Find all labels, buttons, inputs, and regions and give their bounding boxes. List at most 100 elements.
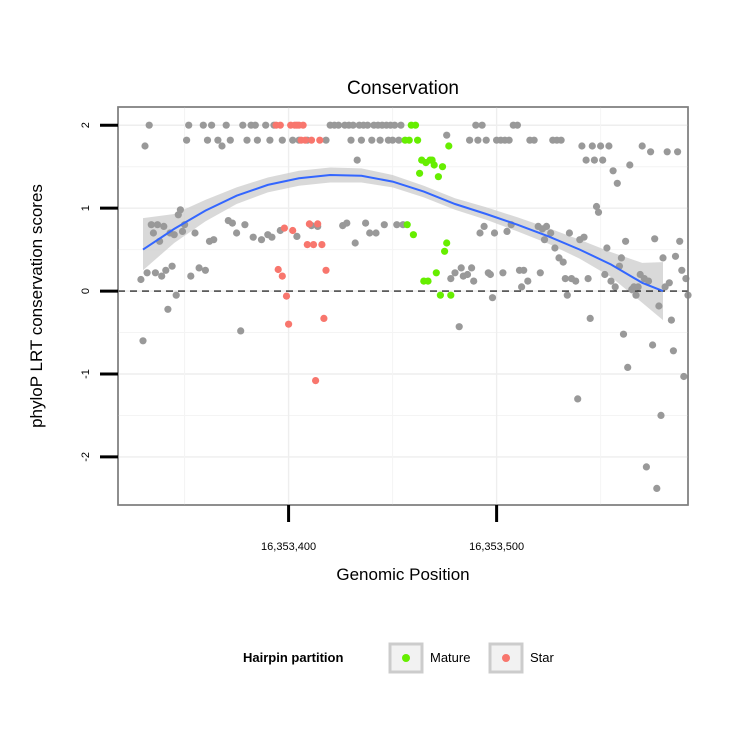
point-other bbox=[226, 136, 234, 144]
point-other bbox=[241, 221, 249, 229]
point-other bbox=[580, 233, 588, 241]
point-other bbox=[239, 121, 247, 129]
point-other bbox=[447, 275, 455, 283]
point-other bbox=[147, 221, 155, 229]
point-other bbox=[653, 484, 661, 492]
point-other bbox=[228, 219, 236, 227]
point-other bbox=[611, 283, 619, 291]
point-other bbox=[599, 156, 607, 164]
point-other bbox=[380, 221, 388, 229]
point-other bbox=[520, 266, 528, 274]
point-other bbox=[667, 316, 676, 324]
point-other bbox=[278, 136, 286, 144]
point-other bbox=[153, 221, 162, 229]
y-tick-label: -1 bbox=[80, 369, 92, 379]
point-other bbox=[680, 372, 688, 381]
point-other bbox=[647, 148, 655, 156]
x-tick-label: 16,353,500 bbox=[469, 541, 524, 553]
point-other bbox=[353, 156, 361, 164]
point-other bbox=[191, 229, 199, 237]
point-star bbox=[312, 377, 320, 385]
point-other bbox=[586, 314, 594, 322]
legend-label-mature: Mature bbox=[430, 650, 470, 665]
point-mature bbox=[430, 161, 438, 169]
point-other bbox=[499, 269, 507, 277]
point-other bbox=[257, 236, 266, 244]
point-other bbox=[334, 121, 343, 129]
point-other bbox=[530, 136, 538, 144]
point-other bbox=[609, 167, 617, 175]
point-other bbox=[172, 291, 180, 299]
point-other bbox=[551, 244, 559, 252]
point-other bbox=[642, 463, 651, 471]
point-star bbox=[307, 136, 316, 144]
point-mature bbox=[409, 231, 417, 239]
legend-dot-mature bbox=[402, 654, 410, 662]
point-other bbox=[187, 272, 195, 280]
point-other bbox=[617, 254, 626, 262]
point-other bbox=[524, 277, 532, 285]
y-tick-label: -2 bbox=[80, 452, 92, 462]
point-star bbox=[320, 314, 328, 322]
point-other bbox=[183, 136, 191, 144]
point-other bbox=[372, 229, 380, 237]
point-other bbox=[665, 279, 673, 287]
point-other bbox=[655, 302, 663, 310]
point-star bbox=[282, 292, 291, 300]
x-axis-title: Genomic Position bbox=[336, 565, 469, 584]
point-mature bbox=[411, 121, 420, 129]
y-tick-label: 0 bbox=[80, 288, 92, 294]
point-mature bbox=[443, 239, 451, 247]
point-other bbox=[262, 121, 270, 129]
point-other bbox=[170, 231, 178, 239]
point-other bbox=[565, 229, 574, 237]
point-other bbox=[349, 121, 357, 129]
point-other bbox=[518, 283, 526, 291]
point-other bbox=[582, 156, 590, 164]
point-other bbox=[137, 275, 145, 284]
point-mature bbox=[445, 142, 453, 150]
point-other bbox=[393, 221, 401, 229]
point-mature bbox=[447, 291, 455, 299]
point-other bbox=[547, 229, 555, 237]
point-mature bbox=[434, 173, 442, 181]
point-other bbox=[542, 222, 551, 230]
point-other bbox=[397, 121, 405, 129]
y-tick-label: 2 bbox=[80, 122, 92, 128]
point-other bbox=[474, 136, 482, 144]
legend: Hairpin partition Mature Star bbox=[243, 642, 555, 674]
point-star bbox=[280, 224, 288, 232]
point-other bbox=[597, 142, 605, 150]
point-other bbox=[210, 236, 218, 244]
y-axis-title: phyloP LRT conservation scores bbox=[27, 184, 46, 428]
point-other bbox=[251, 121, 259, 129]
legend-dot-star bbox=[502, 654, 510, 662]
point-other bbox=[162, 266, 170, 274]
point-star bbox=[276, 121, 284, 129]
legend-title: Hairpin partition bbox=[243, 650, 343, 665]
point-mature bbox=[403, 221, 411, 229]
point-other bbox=[622, 237, 630, 245]
point-other bbox=[601, 270, 609, 279]
point-mature bbox=[414, 136, 422, 144]
point-other bbox=[351, 239, 359, 247]
point-other bbox=[395, 136, 403, 144]
point-other bbox=[222, 121, 230, 129]
point-other bbox=[143, 269, 151, 277]
point-mature bbox=[424, 277, 432, 285]
point-star bbox=[322, 266, 330, 274]
point-other bbox=[482, 136, 490, 144]
point-other bbox=[289, 136, 297, 144]
point-other bbox=[266, 136, 274, 144]
point-other bbox=[590, 156, 599, 164]
point-other bbox=[141, 142, 149, 150]
point-other bbox=[139, 337, 147, 345]
point-other bbox=[466, 136, 474, 144]
point-other bbox=[158, 272, 166, 280]
point-other bbox=[463, 270, 472, 279]
point-other bbox=[557, 136, 565, 144]
point-other bbox=[470, 277, 478, 285]
point-other bbox=[476, 229, 484, 237]
point-other bbox=[490, 229, 499, 237]
point-other bbox=[343, 219, 351, 227]
